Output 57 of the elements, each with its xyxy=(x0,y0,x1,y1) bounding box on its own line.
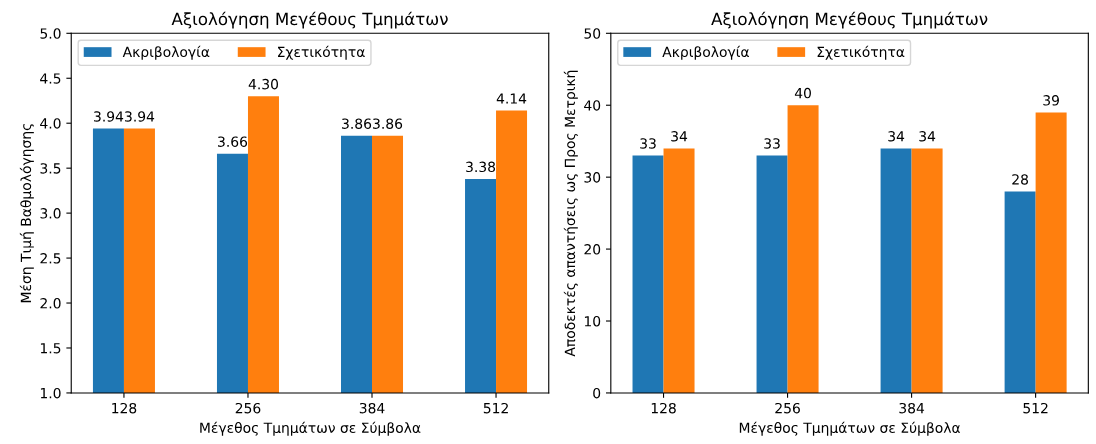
data-label: 28 xyxy=(1012,174,1028,185)
data-label: 33 xyxy=(764,138,780,149)
data-label: 3.66 xyxy=(218,136,248,147)
data-label: 3.94 xyxy=(125,111,155,122)
y-axis-title: Αποδεκτές απαντήσεις ως Προς Μετρική xyxy=(563,70,578,357)
bar xyxy=(787,105,819,393)
y-tick-label: 3.0 xyxy=(40,208,61,219)
y-tick-label: 40 xyxy=(584,100,601,111)
data-label: 33 xyxy=(640,138,656,149)
y-tick-label: 1.0 xyxy=(40,387,61,399)
y-tick-label: 50 xyxy=(584,28,601,39)
data-label: 34 xyxy=(671,131,688,142)
y-tick-label: 30 xyxy=(584,172,601,183)
legend-label: Ακριβολογία xyxy=(662,45,749,60)
data-label: 3.86 xyxy=(342,118,372,129)
bar xyxy=(911,148,943,393)
data-label: 34 xyxy=(919,131,936,142)
y-tick-label: 5.0 xyxy=(40,28,61,39)
x-tick-label: 256 xyxy=(235,402,261,414)
legend-label: Ακριβολογία xyxy=(122,45,210,60)
y-tick-label: 0 xyxy=(593,387,601,399)
bar xyxy=(632,155,664,393)
y-tick-label: 2.5 xyxy=(40,253,61,264)
y-tick-label: 20 xyxy=(584,244,601,255)
x-tick-label: 512 xyxy=(1023,402,1048,414)
x-tick-label: 384 xyxy=(359,402,385,414)
data-label: 3.38 xyxy=(466,161,496,173)
data-label: 4.30 xyxy=(248,78,279,90)
data-label: 34 xyxy=(888,131,905,142)
x-tick-label: 512 xyxy=(483,402,508,414)
y-axis-title: Μέση Τιμή Βαθμολόγησης xyxy=(19,124,34,303)
data-label: 40 xyxy=(794,87,811,99)
y-tick-label: 2.0 xyxy=(40,298,61,309)
y-tick-label: 4.0 xyxy=(40,118,61,129)
x-axis-title: Μέγεθος Τμημάτων σε Σύμβολα xyxy=(200,421,421,436)
x-tick-label: 384 xyxy=(899,402,925,414)
y-tick-label: 10 xyxy=(584,315,601,327)
x-tick-label: 256 xyxy=(775,402,800,414)
chart-title: Αξιολόγηση Μεγέθους Τμημάτων xyxy=(171,11,448,29)
bar xyxy=(880,148,912,393)
bar xyxy=(663,148,695,393)
x-tick-label: 128 xyxy=(651,402,676,414)
legend-label: Σχετικότητα xyxy=(278,45,365,60)
bar xyxy=(756,155,788,393)
y-tick-label: 4.5 xyxy=(40,73,61,84)
data-label: 3.94 xyxy=(94,111,124,122)
y-tick-label: 3.5 xyxy=(40,163,61,174)
legend-label: Σχετικότητα xyxy=(817,45,905,60)
data-label: 3.86 xyxy=(373,118,403,129)
data-label: 39 xyxy=(1043,95,1059,106)
bar xyxy=(1004,191,1036,393)
data-label: 4.14 xyxy=(496,93,527,104)
x-tick-label: 128 xyxy=(112,402,137,414)
y-tick-label: 1.5 xyxy=(40,343,61,354)
x-axis-title: Μέγεθος Τμημάτων σε Σύμβολα xyxy=(739,421,960,436)
bar xyxy=(1035,112,1067,393)
chart-title: Αξιολόγηση Μεγέθους Τμημάτων xyxy=(711,11,988,29)
